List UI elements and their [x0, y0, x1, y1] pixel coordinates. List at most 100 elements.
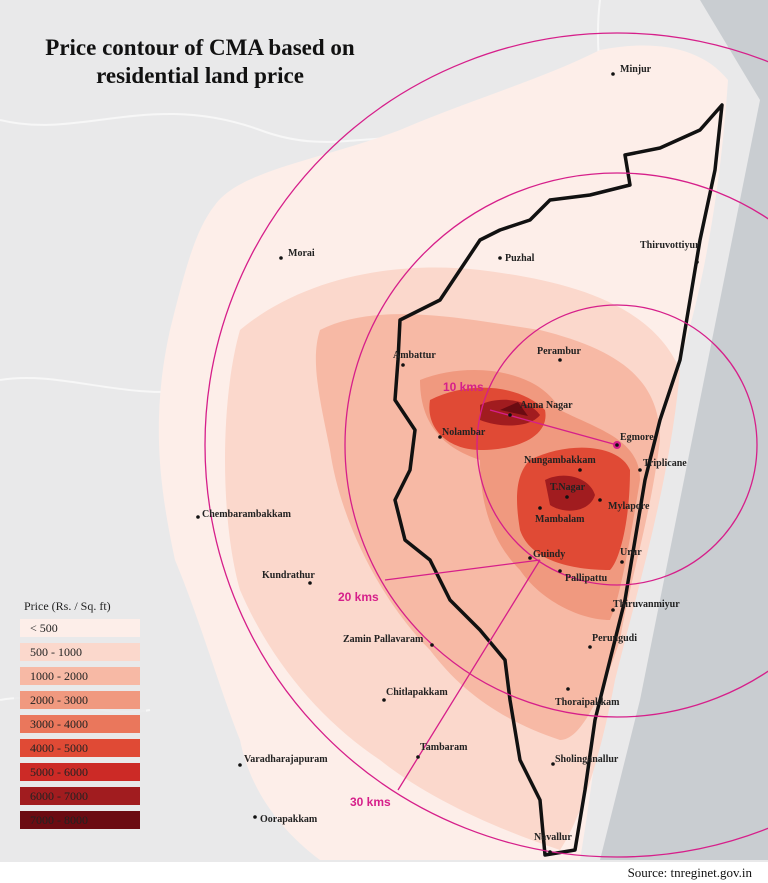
place-label: Sholinganallur	[555, 754, 619, 765]
place-label: Ambattur	[393, 350, 436, 361]
cma-boundary	[393, 103, 724, 857]
legend-swatch	[20, 715, 140, 733]
place-label: Tambaram	[420, 742, 468, 753]
source-bar	[0, 862, 768, 883]
place-dot	[196, 515, 200, 519]
legend-label: 500 - 1000	[30, 645, 82, 659]
place-dot	[401, 363, 405, 367]
contour-7000	[500, 402, 528, 416]
legend-label: 3000 - 4000	[30, 717, 88, 731]
place-dot	[438, 435, 442, 439]
place-label: Nungambakkam	[524, 455, 596, 466]
place-dot	[548, 850, 552, 854]
place-dot	[416, 755, 420, 759]
legend-label: 5000 - 6000	[30, 765, 88, 779]
place-dot	[615, 443, 619, 447]
legend-label: 4000 - 5000	[30, 741, 88, 755]
legend-swatch	[20, 643, 140, 661]
place-dot	[382, 698, 386, 702]
ring-label: 30 kms	[350, 795, 391, 809]
title-line: residential land price	[96, 63, 304, 88]
legend-label: 2000 - 3000	[30, 693, 88, 707]
place-label: Puzhal	[505, 253, 535, 264]
place-label: Triplicane	[643, 458, 687, 469]
ring-30	[204, 32, 768, 858]
ring-label: 10 kms	[443, 380, 484, 394]
place-label: Mylapore	[608, 501, 650, 512]
legend-label: 6000 - 7000	[30, 789, 88, 803]
legend-label: 1000 - 2000	[30, 669, 88, 683]
place-dot	[695, 260, 699, 264]
arrow-20	[384, 559, 541, 581]
place-dot	[551, 762, 555, 766]
arrow-30	[397, 559, 541, 791]
place-label: Anna Nagar	[520, 400, 573, 411]
source: Source: tnreginet.gov.in	[628, 865, 753, 880]
place-label: Thiruvanmiyur	[613, 599, 680, 610]
ring-10	[476, 304, 758, 586]
place-label: Kundrathur	[262, 570, 315, 581]
place-dot	[565, 495, 569, 499]
legend-swatch	[20, 787, 140, 805]
legend-label: < 500	[30, 621, 58, 635]
place-label: Perambur	[537, 346, 581, 357]
place-label: Chitlapakkam	[386, 687, 448, 698]
place-dot	[528, 556, 532, 560]
place-dot	[279, 256, 283, 260]
place-label: Nolambar	[442, 427, 486, 438]
place-dot	[558, 569, 562, 573]
ring-20	[344, 172, 768, 718]
place-dot	[588, 645, 592, 649]
place-dot	[498, 256, 502, 260]
place-label: Navallur	[534, 832, 572, 843]
legend-label: 7000 - 8000	[30, 813, 88, 827]
place-label: Egmore	[620, 432, 654, 443]
place-dot	[508, 413, 512, 417]
place-label: Thiruvottiyur	[640, 240, 700, 251]
place-label: Oorapakkam	[260, 814, 318, 825]
sea	[600, 0, 768, 860]
place-label: Thoraipakkam	[555, 697, 620, 708]
legend-swatch	[20, 691, 140, 709]
place-dot	[538, 506, 542, 510]
legend-swatch	[20, 667, 140, 685]
places: Minjur Thiruvottiyur Morai Puzhal Perambur Am…	[196, 64, 700, 854]
distance-rings	[204, 32, 768, 858]
legend-swatch	[20, 739, 140, 757]
legend-swatch	[20, 619, 140, 637]
place-label: Minjur	[620, 64, 652, 75]
place-label: Mambalam	[535, 514, 585, 525]
place-dot	[620, 560, 624, 564]
legend-swatch	[20, 763, 140, 781]
legend-title: Price (Rs. / Sq. ft)	[24, 599, 111, 613]
title-line: Price contour of CMA based on	[45, 35, 355, 60]
place-dot	[598, 498, 602, 502]
title: Price contour of CMA based on residentia…	[45, 35, 355, 88]
place-label: Guindy	[533, 549, 565, 560]
place-dot	[566, 687, 570, 691]
place-label: Varadharajapuram	[244, 754, 328, 765]
place-dot	[611, 608, 615, 612]
place-label: Pallipattu	[565, 573, 608, 584]
place-dot	[238, 763, 242, 767]
place-label: Urur	[620, 547, 642, 558]
ring-label: 20 kms	[338, 590, 379, 604]
place-dot	[638, 468, 642, 472]
place-dot	[308, 581, 312, 585]
place-label: Morai	[288, 248, 315, 259]
ring-labels: 10 kms 20 kms 30 kms	[338, 380, 484, 809]
place-label: Perungudi	[592, 633, 637, 644]
place-label: Chembarambakkam	[202, 509, 292, 520]
place-dot	[558, 358, 562, 362]
legend: < 500 500 - 1000 1000 - 2000 2000 - 3000 300…	[20, 619, 140, 829]
legend-swatch	[20, 811, 140, 829]
place-label: Zamin Pallavaram	[343, 634, 424, 645]
place-dot	[430, 643, 434, 647]
place-dot	[578, 468, 582, 472]
place-dot	[611, 72, 615, 76]
contour-6000	[480, 399, 595, 511]
contour-4000	[429, 387, 630, 570]
place-dot	[253, 815, 257, 819]
place-label: T.Nagar	[550, 482, 586, 493]
